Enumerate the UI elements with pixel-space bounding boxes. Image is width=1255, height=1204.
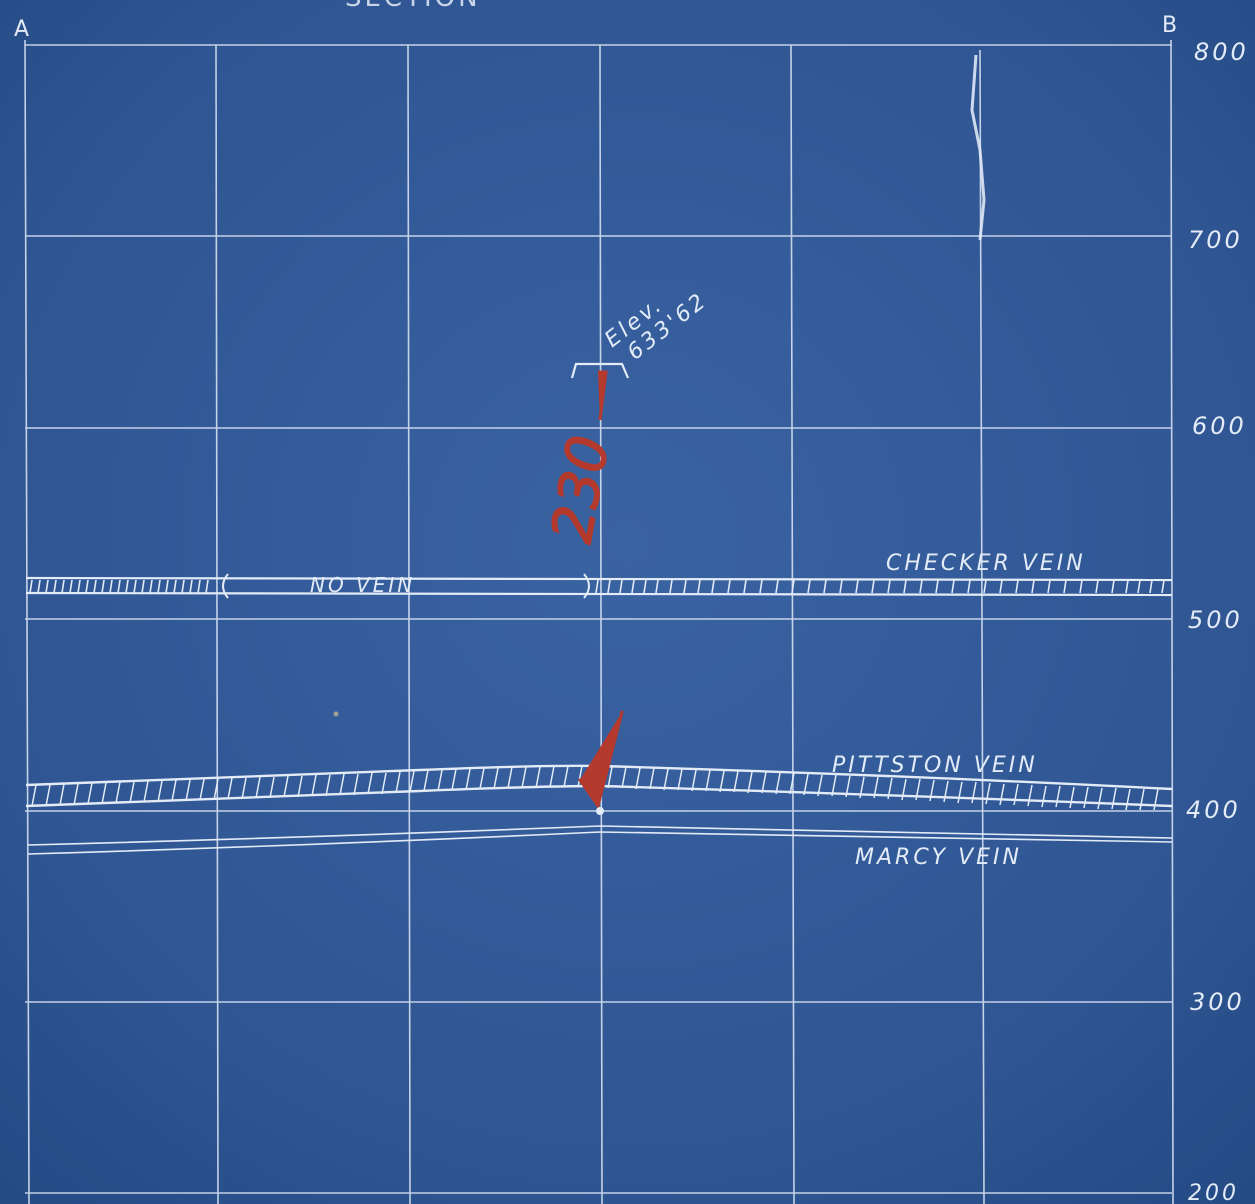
pittston-hatch xyxy=(31,765,1159,811)
pittston-vein-label: PITTSTON VEIN xyxy=(832,753,1038,778)
elevation-tick: 400 xyxy=(1186,796,1241,824)
checker-hatch-left xyxy=(29,579,209,594)
checker-vein-band xyxy=(25,573,1173,599)
elevation-tick: 500 xyxy=(1188,606,1243,634)
checker-hatch-right xyxy=(595,579,1165,594)
elevation-tick: 300 xyxy=(1190,988,1245,1016)
marcy-vein-label: MARCY VEIN xyxy=(855,845,1022,870)
no-vein-bracket-right xyxy=(583,573,590,599)
elevation-tick: 700 xyxy=(1188,226,1243,254)
elevation-tick: 200 xyxy=(1188,1181,1239,1204)
section-label-b: B xyxy=(1162,13,1180,38)
elevation-tick: 800 xyxy=(1194,38,1249,66)
red-depth-bar xyxy=(598,370,608,421)
collar-bracket xyxy=(570,362,630,379)
specks xyxy=(333,711,339,717)
red-check-mark xyxy=(578,710,624,810)
no-vein-bracket-left xyxy=(222,573,229,599)
elevation-tick: 600 xyxy=(1192,412,1247,440)
checker-vein-label: CHECKER VEIN xyxy=(886,551,1086,576)
elevation-scale: 800 700 600 500 400 300 200 xyxy=(1186,38,1249,1204)
marcy-vein-lines xyxy=(27,825,1173,855)
pittston-vein-band xyxy=(25,764,1173,811)
title-fragment: SECTION xyxy=(345,0,481,13)
drill-intersection-dot xyxy=(596,807,604,815)
no-vein-label: NO VEIN xyxy=(310,573,415,597)
drill-hole-trace xyxy=(970,54,986,241)
section-label-a: A xyxy=(14,17,32,42)
